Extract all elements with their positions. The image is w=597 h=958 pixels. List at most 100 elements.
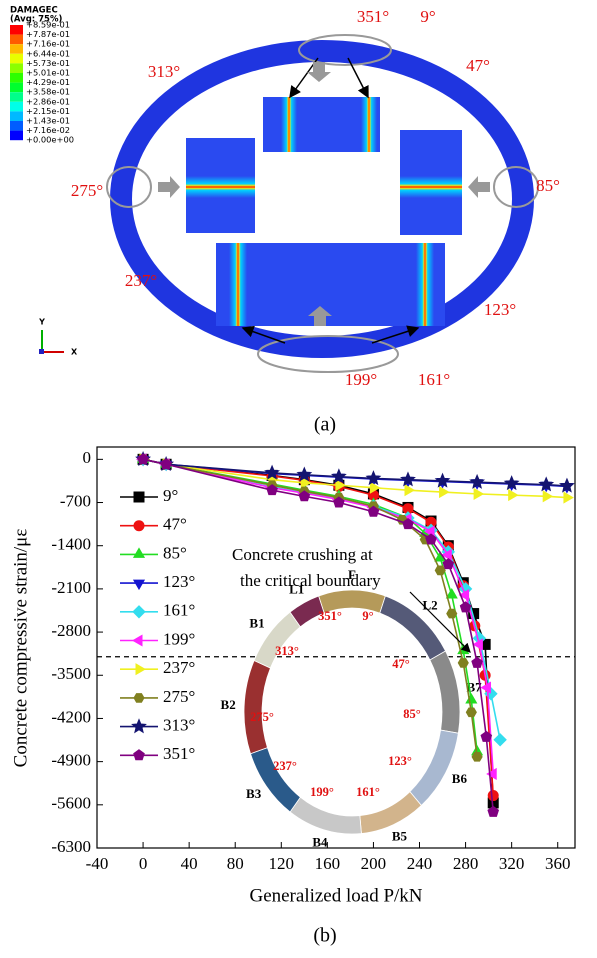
marker — [447, 589, 457, 598]
marker — [466, 694, 476, 703]
marker — [134, 694, 144, 703]
legend-label: 123° — [163, 572, 195, 591]
legend-swatch — [10, 44, 23, 54]
legend-label: +8.59e-01 — [26, 20, 70, 30]
ring-segment — [430, 651, 460, 733]
x-tick-label: 120 — [269, 854, 295, 873]
y-tick-label: 0 — [83, 448, 92, 467]
ring-segment — [251, 748, 301, 812]
insets — [186, 97, 462, 326]
segment-label: B2 — [221, 697, 236, 712]
caption: (a) — [314, 414, 336, 436]
triad-z — [39, 349, 44, 354]
marker — [435, 566, 445, 575]
y-tick-label: -700 — [60, 491, 91, 510]
angle-label: 85° — [536, 176, 560, 195]
marker — [564, 492, 573, 502]
legend-label: +2.86e-01 — [26, 96, 70, 106]
legend-label: +6.44e-01 — [26, 48, 70, 58]
legend-swatch — [10, 73, 23, 83]
x-tick-label: 160 — [315, 854, 341, 873]
legend-swatch — [10, 35, 23, 45]
legend-swatch — [10, 63, 23, 73]
y-tick-label: -2800 — [51, 621, 91, 640]
legend-label: +4.29e-01 — [26, 77, 70, 87]
legend-label: 161° — [163, 601, 195, 620]
segment-label: B4 — [312, 834, 328, 849]
legend-swatch — [10, 25, 23, 35]
legend-label: 47° — [163, 515, 187, 534]
marker — [134, 548, 144, 557]
angle-label: 275° — [71, 181, 103, 200]
ring-angle-label: 275° — [250, 710, 274, 724]
caption: (b) — [313, 925, 336, 947]
marker — [136, 664, 145, 674]
damage-band — [281, 97, 297, 152]
y-tick-label: -2100 — [51, 578, 91, 597]
marker — [494, 734, 506, 746]
ring-angle-label: 161° — [356, 785, 380, 799]
legend-label: +0.00e+00 — [26, 135, 74, 145]
ring-angle-label: 47° — [392, 657, 410, 671]
block-arrow — [468, 176, 490, 198]
ring-diagram: FL2B7B6B5B4B3B2B1L1351°9°313°47°275°85°2… — [221, 567, 483, 849]
marker — [509, 490, 518, 500]
x-tick-label: -40 — [86, 854, 109, 873]
ring-segment — [290, 797, 361, 834]
block-arrow — [158, 176, 180, 198]
marker — [472, 657, 482, 667]
legend-swatch — [10, 121, 23, 131]
block-arrow — [307, 62, 331, 82]
y-tick-label: -1400 — [51, 535, 91, 554]
x-tick-label: 280 — [453, 854, 479, 873]
x-tick-label: 0 — [139, 854, 148, 873]
marker — [488, 791, 498, 801]
y-tick-label: -5600 — [51, 794, 91, 813]
y-tick-label: -3500 — [51, 664, 91, 683]
y-tick-label: -4900 — [51, 751, 91, 770]
legend-label: +7.87e-01 — [26, 29, 70, 39]
x-tick-label: 240 — [407, 854, 433, 873]
y-tick-label: -4200 — [51, 707, 91, 726]
angle-label: 47° — [466, 56, 490, 75]
annotation: the critical boundary — [240, 571, 381, 590]
marker — [134, 492, 144, 502]
legend-label: 199° — [163, 629, 195, 648]
marker — [134, 580, 144, 589]
damage-band — [400, 176, 462, 198]
x-tick-label: 40 — [181, 854, 198, 873]
ring-angle-label: 85° — [403, 707, 421, 721]
marker — [132, 720, 145, 733]
marker — [440, 487, 449, 497]
damage-band — [229, 243, 247, 326]
legend-swatch — [10, 131, 23, 141]
marker — [447, 609, 457, 618]
panel-b: 0 -700 -1400 -2100 -2800 -3500 -4200 -4900 -5600… — [10, 447, 575, 947]
plot — [136, 452, 573, 816]
legend-swatch — [10, 92, 23, 102]
legend-swatch — [10, 111, 23, 121]
ring-angle-label: 199° — [310, 785, 334, 799]
legend-label: 85° — [163, 543, 187, 562]
marker — [474, 489, 483, 499]
ring-segment — [244, 660, 270, 753]
segment-label: B3 — [246, 786, 262, 801]
damage-band — [186, 176, 255, 198]
legend-label: 275° — [163, 687, 195, 706]
legend-swatch — [10, 102, 23, 112]
damage-band — [361, 97, 377, 152]
marker — [543, 491, 552, 501]
legend-label: +7.16e-01 — [26, 39, 70, 49]
legend-label: 237° — [163, 658, 195, 677]
figure: Y X DAMAGEC (Avg: 75%) +8.59e-01+7.87e-0… — [0, 0, 597, 953]
marker — [133, 635, 142, 645]
legend-label: +7.16e-02 — [26, 125, 70, 135]
ring-angle-label: 313° — [275, 644, 299, 658]
angle-label: 199° — [345, 370, 377, 389]
ring-angle-label: 123° — [388, 754, 412, 768]
contour-legend: +8.59e-01+7.87e-01+7.16e-01+6.44e-01+5.7… — [10, 20, 74, 145]
triad: Y X — [38, 318, 78, 357]
damage-band — [416, 243, 434, 326]
angle-label: 313° — [148, 62, 180, 81]
marker — [134, 750, 144, 760]
